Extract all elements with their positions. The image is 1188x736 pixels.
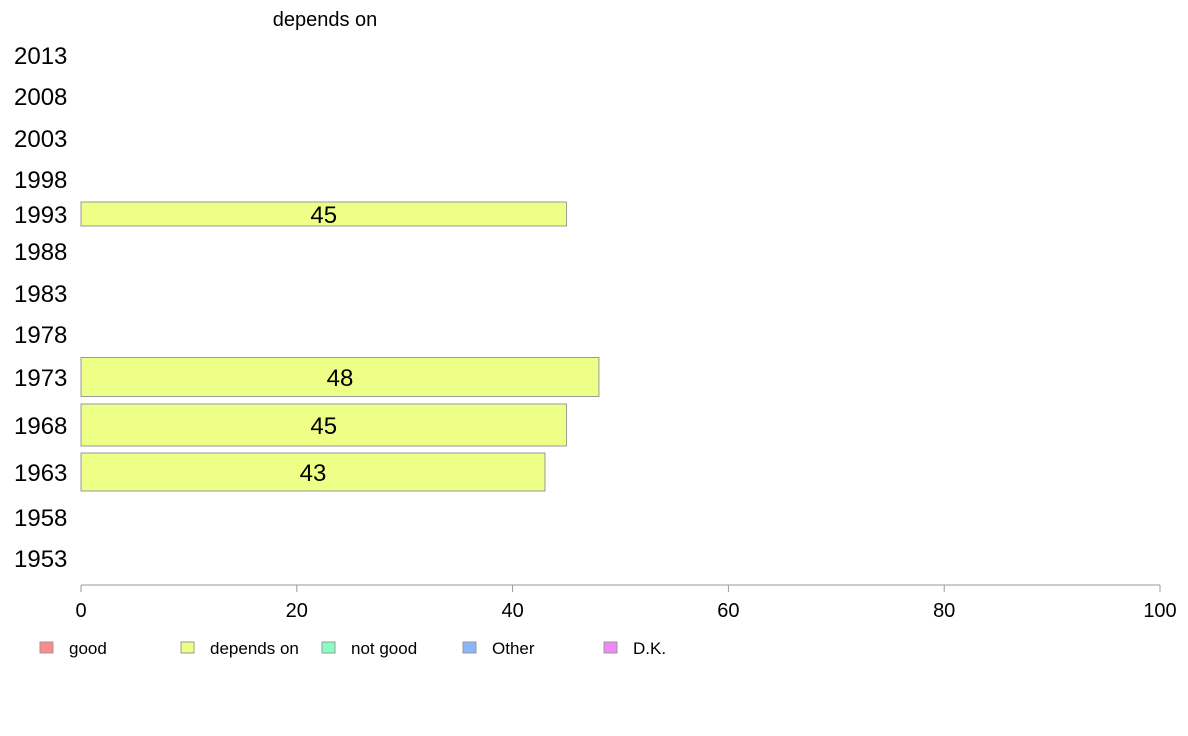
y-label-1998: 1998 (14, 167, 67, 194)
x-tick-label-60: 60 (717, 600, 739, 622)
bar-1993 (80, 201, 568, 227)
bars (80, 201, 600, 492)
x-tick-label-20: 20 (286, 600, 308, 622)
bar-1973 (80, 357, 600, 397)
x-tick-label-100: 100 (1143, 600, 1176, 622)
y-label-2008: 2008 (14, 84, 67, 111)
legend-swatch-good (39, 641, 54, 654)
y-label-1978: 1978 (14, 322, 67, 349)
data-label-1963: 43 (300, 460, 327, 487)
legend-label-good: good (69, 639, 107, 658)
legend-swatch-not-good (321, 641, 336, 654)
y-label-1988: 1988 (14, 239, 67, 266)
data-label-1968: 45 (310, 413, 337, 440)
y-label-1973: 1973 (14, 365, 67, 392)
legend-swatch-other (462, 641, 477, 654)
y-axis-labels: 2013 2008 2003 1998 1993 1988 1983 1978 1973 1968… (14, 43, 67, 573)
data-label-1973: 48 (327, 365, 354, 392)
y-label-1983: 1983 (14, 281, 67, 308)
data-label-1993: 45 (310, 202, 337, 229)
x-axis: 0 20 40 60 80 100 (75, 584, 1177, 622)
legend-label-other: Other (492, 639, 535, 658)
y-label-1953: 1953 (14, 546, 67, 573)
bar-1963 (80, 452, 546, 492)
data-labels: 45 48 45 43 (300, 202, 354, 487)
legend: good depends on not good Other D.K. (39, 639, 666, 658)
legend-label-d-k: D.K. (633, 639, 666, 658)
chart-title: depends on (273, 9, 378, 31)
x-tick-label-80: 80 (933, 600, 955, 622)
y-label-1963: 1963 (14, 460, 67, 487)
y-label-1968: 1968 (14, 413, 67, 440)
x-tick-label-40: 40 (501, 600, 523, 622)
legend-swatch-depends-on (180, 641, 195, 654)
y-label-2013: 2013 (14, 43, 67, 70)
x-tick-label-0: 0 (75, 600, 86, 622)
bar-1968 (80, 403, 568, 447)
legend-label-depends-on: depends on (210, 639, 299, 658)
y-label-1993: 1993 (14, 202, 67, 229)
legend-label-not-good: not good (351, 639, 417, 658)
y-label-2003: 2003 (14, 126, 67, 153)
y-label-1958: 1958 (14, 505, 67, 532)
legend-swatch-d-k (603, 641, 618, 654)
